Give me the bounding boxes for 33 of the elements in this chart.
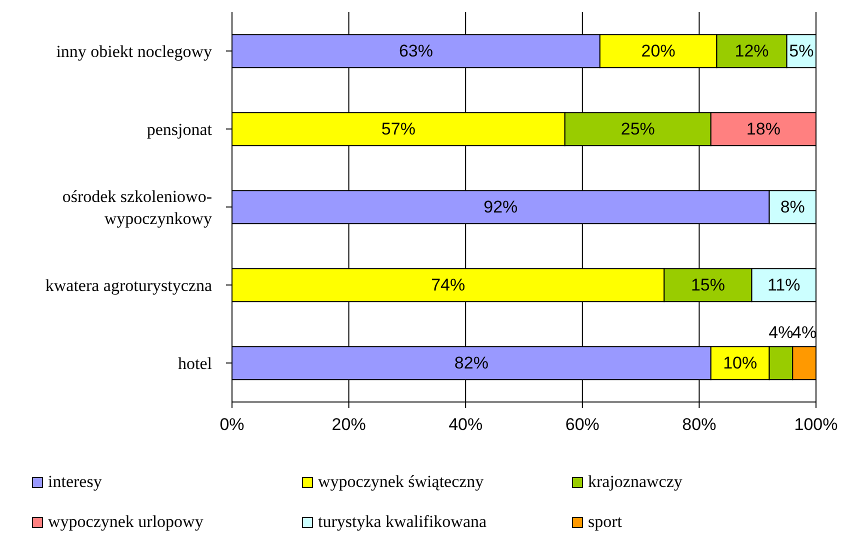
y-tick-label: pensjonat bbox=[146, 120, 212, 138]
x-tick-label: 80% bbox=[682, 415, 716, 434]
legend-label: wypoczynek urlopowy bbox=[48, 512, 204, 532]
y-tick-label: hotel bbox=[178, 354, 212, 372]
y-tick-label: inny obiekt noclegowy bbox=[56, 42, 212, 60]
data-label: 8% bbox=[780, 198, 805, 217]
data-label: 92% bbox=[484, 198, 518, 217]
legend-label: wypoczynek świąteczny bbox=[318, 472, 484, 492]
data-label: 11% bbox=[767, 276, 800, 295]
data-label: 57% bbox=[381, 120, 416, 139]
data-label: 74% bbox=[431, 276, 466, 295]
y-tick-label: ośrodek szkoleniowo-wypoczynkowy bbox=[62, 186, 212, 228]
x-tick-label: 20% bbox=[332, 415, 366, 434]
x-tick-label: 40% bbox=[448, 415, 483, 434]
data-label: 18% bbox=[746, 120, 780, 139]
data-label: 4% bbox=[792, 323, 817, 342]
data-label: 25% bbox=[620, 120, 655, 139]
data-label: 5% bbox=[789, 42, 814, 61]
x-tick-label: 60% bbox=[565, 415, 600, 434]
y-tick-label: kwatera agroturystyczna bbox=[45, 276, 212, 294]
x-tick-label: 100% bbox=[794, 415, 838, 434]
legend-label: krajoznawczy bbox=[588, 472, 682, 492]
legend-label: interesy bbox=[48, 472, 102, 492]
x-tick-label: 0% bbox=[220, 415, 244, 434]
data-label: 15% bbox=[690, 276, 725, 295]
data-label: 10% bbox=[723, 354, 758, 373]
legend-label: sport bbox=[588, 512, 622, 532]
legend-label: turystyka kwalifikowana bbox=[318, 512, 487, 532]
data-label: 63% bbox=[398, 42, 433, 61]
data-label: 12% bbox=[734, 42, 769, 61]
data-label: 20% bbox=[641, 42, 676, 61]
data-label: 4% bbox=[768, 323, 794, 342]
data-label: 82% bbox=[454, 354, 488, 373]
